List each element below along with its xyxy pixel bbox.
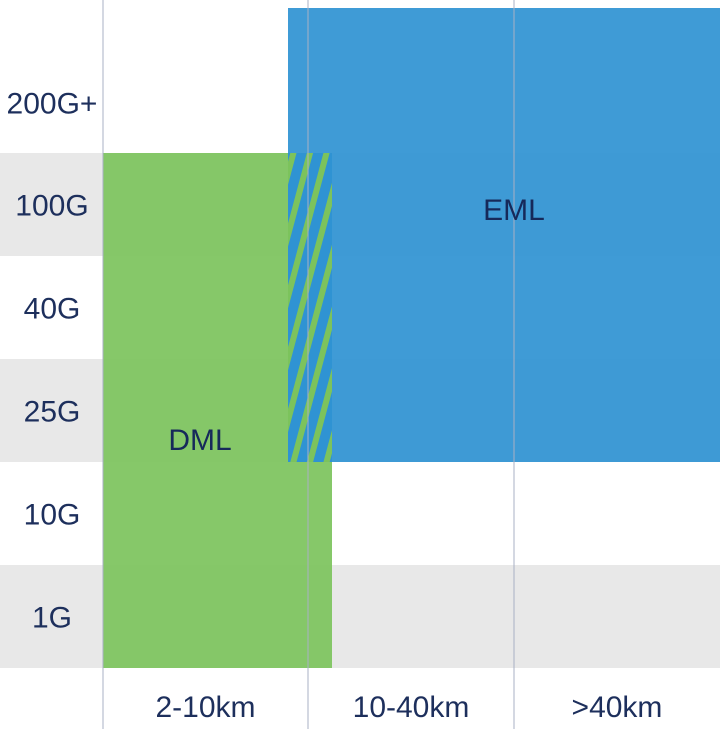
grid-lines: [102, 0, 515, 729]
y-tick-label: 200G+: [7, 88, 98, 121]
eml-region: [288, 8, 720, 462]
overlap-hatch: [288, 153, 332, 462]
eml-label: EML: [483, 194, 545, 227]
dml-label: DML: [168, 424, 231, 457]
y-tick-label: 10G: [24, 499, 81, 532]
y-tick-label: 1G: [32, 602, 72, 635]
y-tick-labels: 200G+ 100G 40G 25G 10G 1G: [7, 88, 98, 635]
x-tick-label: >40km: [572, 691, 663, 724]
x-tick-label: 10-40km: [353, 691, 470, 724]
y-tick-label: 25G: [24, 396, 81, 429]
x-tick-labels: 2-10km 10-40km >40km: [155, 691, 662, 724]
y-tick-label: 40G: [24, 293, 81, 326]
x-tick-label: 2-10km: [155, 691, 255, 724]
regions: [103, 8, 720, 668]
y-tick-label: 100G: [15, 190, 88, 223]
